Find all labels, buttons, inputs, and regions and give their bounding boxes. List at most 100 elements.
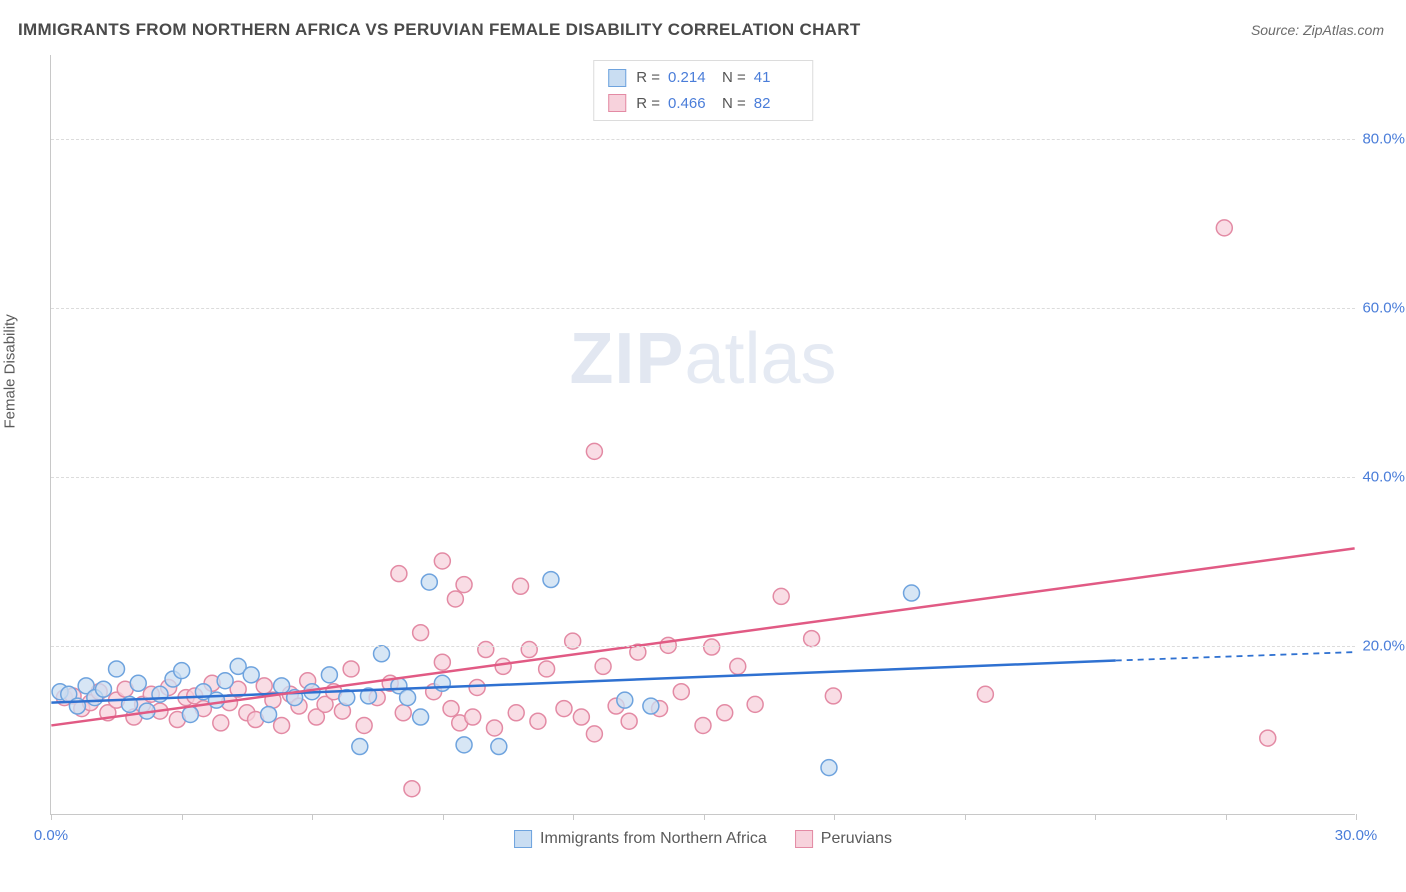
x-tick — [704, 814, 705, 820]
scatter-point-pink — [695, 717, 711, 733]
scatter-point-blue — [421, 574, 437, 590]
scatter-point-blue — [400, 690, 416, 706]
scatter-point-pink — [447, 591, 463, 607]
legend-swatch-pink-2 — [795, 830, 813, 848]
source-label: Source: ZipAtlas.com — [1251, 22, 1384, 38]
x-tick — [1095, 814, 1096, 820]
scatter-point-pink — [413, 625, 429, 641]
legend-series: Immigrants from Northern Africa Peruvian… — [514, 830, 892, 848]
scatter-point-pink — [621, 713, 637, 729]
gridline — [51, 477, 1355, 478]
scatter-point-blue — [374, 646, 390, 662]
scatter-point-blue — [274, 678, 290, 694]
scatter-point-pink — [586, 443, 602, 459]
scatter-point-blue — [174, 663, 190, 679]
x-tick — [834, 814, 835, 820]
x-tick — [1356, 814, 1357, 820]
x-tick — [573, 814, 574, 820]
scatter-point-pink — [717, 705, 733, 721]
y-axis-label: Female Disability — [2, 314, 19, 428]
x-tick — [51, 814, 52, 820]
legend-label-blue: Immigrants from Northern Africa — [540, 830, 767, 848]
gridline — [51, 139, 1355, 140]
scatter-point-pink — [530, 713, 546, 729]
scatter-point-pink — [443, 701, 459, 717]
scatter-point-blue — [109, 661, 125, 677]
scatter-point-blue — [352, 739, 368, 755]
x-tick — [965, 814, 966, 820]
scatter-point-blue — [413, 709, 429, 725]
scatter-point-pink — [804, 631, 820, 647]
scatter-point-pink — [586, 726, 602, 742]
scatter-point-pink — [825, 688, 841, 704]
scatter-point-blue — [261, 706, 277, 722]
gridline — [51, 308, 1355, 309]
legend-item-pink: Peruvians — [795, 830, 892, 848]
scatter-point-pink — [274, 717, 290, 733]
scatter-point-pink — [391, 566, 407, 582]
x-tick — [312, 814, 313, 820]
scatter-point-pink — [495, 658, 511, 674]
x-tick — [443, 814, 444, 820]
scatter-point-pink — [773, 588, 789, 604]
scatter-point-pink — [469, 680, 485, 696]
scatter-point-pink — [673, 684, 689, 700]
scatter-point-pink — [1260, 730, 1276, 746]
scatter-point-blue — [617, 692, 633, 708]
scatter-point-blue — [182, 706, 198, 722]
scatter-point-pink — [456, 577, 472, 593]
y-tick-label: 80.0% — [1362, 131, 1405, 148]
scatter-point-blue — [217, 673, 233, 689]
scatter-point-pink — [465, 709, 481, 725]
scatter-point-blue — [96, 681, 112, 697]
scatter-point-pink — [539, 661, 555, 677]
plot-area: ZIPatlas R = 0.214 N = 41 R = 0.466 N = … — [50, 55, 1355, 815]
scatter-point-pink — [977, 686, 993, 702]
scatter-point-pink — [213, 715, 229, 731]
scatter-point-pink — [486, 720, 502, 736]
legend-item-blue: Immigrants from Northern Africa — [514, 830, 767, 848]
scatter-point-blue — [643, 698, 659, 714]
x-tick-label: 0.0% — [34, 827, 68, 844]
scatter-point-blue — [543, 572, 559, 588]
scatter-point-blue — [904, 585, 920, 601]
scatter-point-pink — [513, 578, 529, 594]
scatter-point-blue — [491, 739, 507, 755]
gridline — [51, 646, 1355, 647]
scatter-point-blue — [208, 692, 224, 708]
trend-line-pink — [51, 548, 1354, 725]
scatter-point-pink — [508, 705, 524, 721]
y-tick-label: 20.0% — [1362, 638, 1405, 655]
legend-swatch-blue-2 — [514, 830, 532, 848]
scatter-point-pink — [434, 553, 450, 569]
x-tick-label: 30.0% — [1335, 827, 1378, 844]
scatter-point-blue — [243, 667, 259, 683]
scatter-point-pink — [730, 658, 746, 674]
scatter-point-pink — [256, 678, 272, 694]
scatter-point-pink — [595, 658, 611, 674]
scatter-point-pink — [404, 781, 420, 797]
scatter-point-blue — [434, 675, 450, 691]
y-tick-label: 60.0% — [1362, 300, 1405, 317]
scatter-point-pink — [521, 642, 537, 658]
chart-title: IMMIGRANTS FROM NORTHERN AFRICA VS PERUV… — [18, 20, 861, 40]
scatter-point-blue — [456, 737, 472, 753]
x-tick — [1226, 814, 1227, 820]
scatter-point-pink — [573, 709, 589, 725]
scatter-point-pink — [478, 642, 494, 658]
legend-label-pink: Peruvians — [821, 830, 892, 848]
scatter-point-pink — [395, 705, 411, 721]
scatter-point-pink — [747, 696, 763, 712]
scatter-point-pink — [343, 661, 359, 677]
y-tick-label: 40.0% — [1362, 469, 1405, 486]
scatter-point-pink — [356, 717, 372, 733]
x-tick — [182, 814, 183, 820]
trend-line-dash-blue — [1116, 652, 1355, 660]
scatter-point-blue — [130, 675, 146, 691]
scatter-point-pink — [434, 654, 450, 670]
scatter-point-pink — [1216, 220, 1232, 236]
scatter-point-blue — [321, 667, 337, 683]
scatter-point-pink — [556, 701, 572, 717]
chart-svg — [51, 55, 1355, 814]
scatter-point-blue — [821, 760, 837, 776]
